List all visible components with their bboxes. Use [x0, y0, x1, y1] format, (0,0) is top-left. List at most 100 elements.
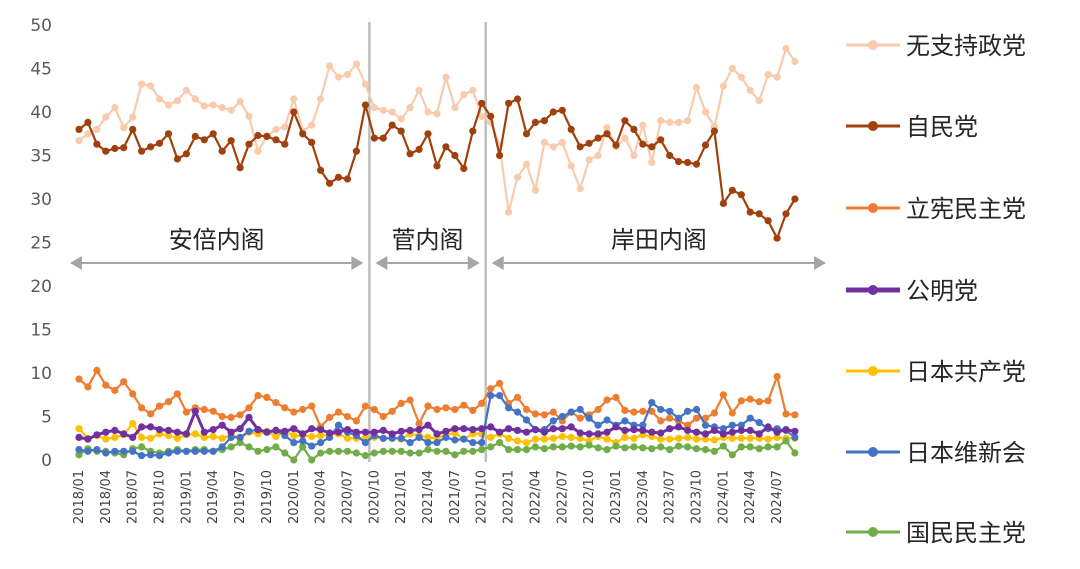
data-point [513, 173, 522, 181]
data-point [657, 136, 665, 144]
legend-label: 公明党 [906, 277, 978, 305]
data-point [701, 141, 710, 149]
data-point [746, 86, 754, 94]
legend-label: 自民党 [906, 113, 978, 141]
data-point [612, 423, 620, 431]
data-point [129, 433, 137, 441]
data-point [540, 117, 549, 125]
data-point [782, 426, 790, 434]
data-point [227, 137, 235, 145]
x-tick-label: 2022/04 [528, 470, 543, 524]
data-point [102, 428, 110, 436]
y-tick-label: 0 [41, 451, 52, 471]
data-point [773, 433, 781, 441]
data-point [585, 156, 593, 164]
data-point [585, 441, 593, 449]
data-point [164, 130, 173, 138]
data-point [728, 451, 736, 459]
data-point [352, 417, 360, 425]
data-point [218, 412, 226, 421]
data-point [75, 446, 83, 454]
data-point [245, 443, 253, 451]
data-point [290, 408, 298, 416]
data-point [173, 390, 181, 398]
data-point [111, 104, 119, 112]
data-point [576, 414, 584, 422]
data-point [334, 173, 343, 181]
data-point [191, 430, 199, 438]
data-point [352, 449, 360, 457]
data-point [406, 426, 414, 434]
series-4 [75, 407, 799, 443]
data-point [505, 434, 513, 442]
x-tick-label: 2020/04 [314, 470, 329, 524]
data-point [326, 62, 334, 70]
data-point [326, 447, 334, 455]
data-point [684, 433, 692, 441]
data-point [594, 151, 602, 160]
data-point [684, 158, 692, 167]
data-point [791, 433, 799, 441]
data-point [791, 411, 799, 419]
x-tick-label: 2020/07 [340, 470, 355, 524]
data-point [209, 432, 217, 441]
data-point [496, 439, 504, 447]
data-point [308, 432, 316, 441]
data-point [84, 130, 92, 138]
data-point [505, 425, 513, 433]
data-point [496, 428, 504, 436]
data-point [415, 86, 423, 94]
data-point [370, 428, 378, 436]
legend-swatch-marker [868, 285, 878, 295]
data-point [272, 443, 280, 451]
data-point [460, 401, 468, 409]
data-point [746, 414, 754, 422]
data-point [657, 417, 665, 425]
x-axis-ticks: 2018/01 2018/04 2018/07 2018/10 2019/01 2019/… [72, 470, 785, 524]
data-point [612, 393, 620, 401]
data-point [397, 127, 405, 135]
data-point [433, 439, 441, 447]
data-point [147, 451, 155, 459]
data-point [522, 446, 531, 454]
data-point [764, 71, 772, 79]
data-point [728, 186, 736, 194]
data-point [746, 434, 754, 442]
data-point [442, 447, 450, 455]
data-point [603, 124, 611, 132]
data-point [361, 402, 369, 410]
data-point [576, 143, 584, 151]
data-point [773, 73, 781, 81]
data-point [236, 164, 244, 172]
data-point [442, 427, 450, 435]
data-point [666, 414, 674, 422]
data-point [343, 426, 352, 434]
legend-label: 日本共产党 [906, 358, 1026, 386]
data-point [281, 427, 289, 435]
data-point [791, 449, 799, 457]
data-point [326, 413, 334, 421]
data-point [755, 398, 763, 406]
data-point [290, 108, 298, 116]
data-point [308, 425, 316, 433]
data-point [352, 428, 360, 436]
data-point [138, 80, 146, 88]
data-point [388, 430, 396, 438]
legend-label: 无支持政党 [906, 32, 1026, 60]
x-tick-label: 2024/04 [743, 470, 758, 524]
data-point [540, 445, 549, 453]
data-point [191, 95, 199, 103]
data-point [549, 143, 557, 151]
data-point [513, 426, 522, 434]
data-point [746, 443, 754, 451]
data-point [719, 442, 728, 450]
data-point [701, 430, 710, 438]
era-arrow-head-left [491, 256, 504, 270]
data-point [764, 435, 772, 443]
data-point [675, 442, 683, 450]
data-point [684, 426, 692, 434]
x-tick-label: 2024/01 [716, 470, 731, 524]
data-point [120, 124, 128, 132]
data-point [755, 445, 763, 453]
data-point [451, 451, 459, 459]
